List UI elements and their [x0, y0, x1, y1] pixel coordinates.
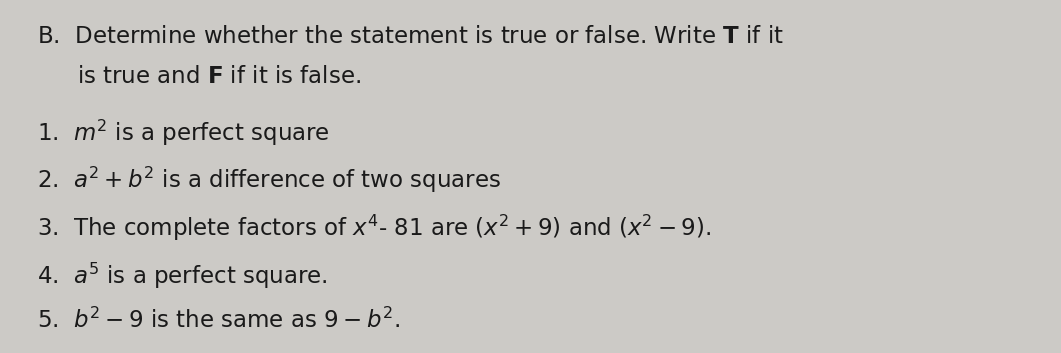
Text: 1.  $m^2$ is a perfect square: 1. $m^2$ is a perfect square	[37, 118, 330, 148]
Text: 5.  $b^2 - 9$ is the same as $9 - b^2$.: 5. $b^2 - 9$ is the same as $9 - b^2$.	[37, 308, 400, 333]
Text: 3.  The complete factors of $x^4$- 81 are $(x^2 + 9)$ and $(x^2 - 9)$.: 3. The complete factors of $x^4$- 81 are…	[37, 213, 711, 243]
Text: 4.  $a^5$ is a perfect square.: 4. $a^5$ is a perfect square.	[37, 261, 328, 291]
Text: 2.  $a^2 + b^2$ is a difference of two squares: 2. $a^2 + b^2$ is a difference of two sq…	[37, 165, 501, 196]
Text: B.  Determine whether the statement is true or false. Write $\mathbf{T}$ if it: B. Determine whether the statement is tr…	[37, 25, 784, 48]
Text: is true and $\mathbf{F}$ if it is false.: is true and $\mathbf{F}$ if it is false.	[77, 65, 362, 88]
